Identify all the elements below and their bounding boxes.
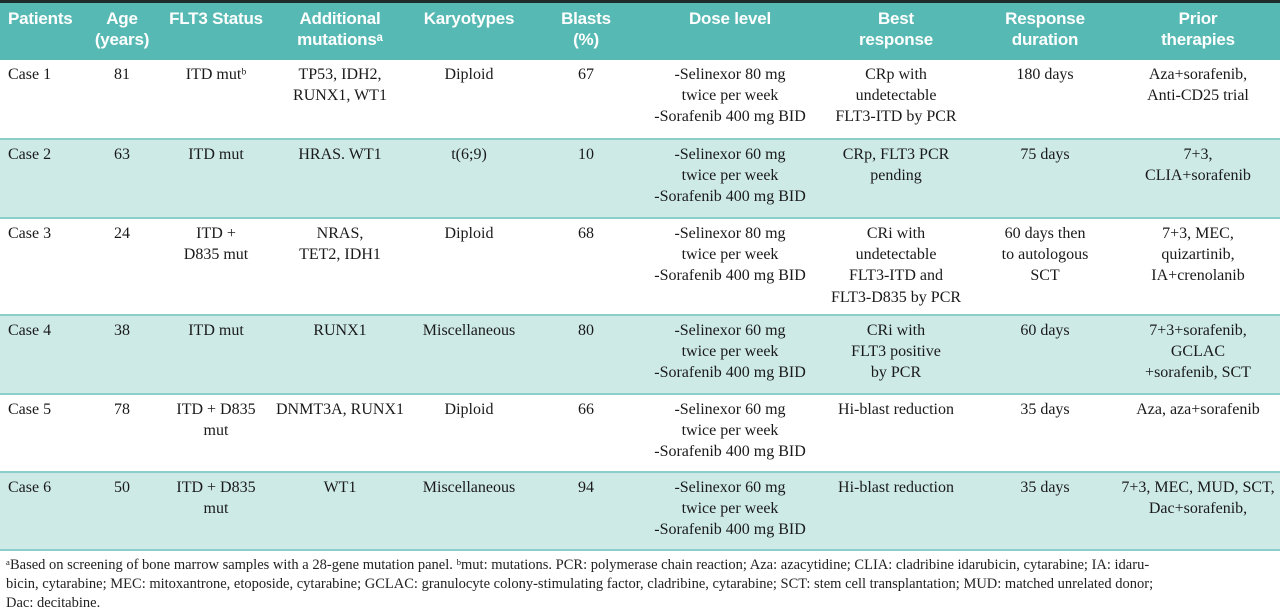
best-response-cell: CRp, FLT3 PCR pending [818, 138, 974, 219]
flt3-status-cell: ITD mutᵇ [160, 59, 272, 140]
blasts-cell: 94 [530, 471, 642, 551]
dose-level-cell: -Selinexor 60 mg twice per week -Sorafen… [642, 471, 818, 551]
age-cell: 78 [84, 393, 160, 473]
table-row: Case 4 38 ITD mut RUNX1 Miscellaneous 80 -Seli… [0, 314, 1280, 395]
age-cell: 63 [84, 138, 160, 219]
table-footnote: ᵃBased on screening of bone marrow sampl… [6, 556, 1154, 611]
additional-mutations-cell: NRAS, TET2, IDH1 [272, 217, 408, 316]
column-header-additional-mutations: Additional mutationsᵃ [272, 1, 408, 60]
patient-case-cell: Case 6 [0, 471, 84, 551]
flt3-status-cell: ITD + D835 mut [160, 471, 272, 551]
column-header-age: Age (years) [84, 1, 160, 60]
best-response-cell: Hi-blast reduction [818, 471, 974, 551]
best-response-cell: Hi-blast reduction [818, 393, 974, 473]
response-duration-cell: 35 days [974, 471, 1116, 551]
blasts-cell: 80 [530, 314, 642, 395]
column-header-dose-level: Dose level [642, 1, 818, 60]
prior-therapies-cell: Aza+sorafenib, Anti-CD25 trial [1116, 59, 1280, 140]
prior-therapies-cell: Aza, aza+sorafenib [1116, 393, 1280, 473]
flt3-status-cell: ITD mut [160, 314, 272, 395]
column-header-flt3-status: FLT3 Status [160, 1, 272, 60]
additional-mutations-cell: DNMT3A, RUNX1 [272, 393, 408, 473]
blasts-cell: 66 [530, 393, 642, 473]
karyotypes-cell: Diploid [408, 217, 530, 316]
column-header-karyotypes: Karyotypes [408, 1, 530, 60]
response-duration-cell: 75 days [974, 138, 1116, 219]
patient-case-cell: Case 1 [0, 59, 84, 140]
patient-case-cell: Case 2 [0, 138, 84, 219]
table-row: Case 3 24 ITD + D835 mut NRAS, TET2, IDH1 Di… [0, 217, 1280, 316]
prior-therapies-cell: 7+3+sorafenib, GCLAC +sorafenib, SCT [1116, 314, 1280, 395]
karyotypes-cell: Miscellaneous [408, 314, 530, 395]
table-header: Patients Age (years) FLT3 Status Additio… [0, 1, 1280, 60]
patient-case-cell: Case 4 [0, 314, 84, 395]
response-duration-cell: 35 days [974, 393, 1116, 473]
karyotypes-cell: Diploid [408, 59, 530, 140]
table-row: Case 2 63 ITD mut HRAS. WT1 t(6;9) 10 -Selinex… [0, 138, 1280, 219]
blasts-cell: 67 [530, 59, 642, 140]
response-duration-cell: 60 days [974, 314, 1116, 395]
additional-mutations-cell: RUNX1 [272, 314, 408, 395]
prior-therapies-cell: 7+3, MEC, MUD, SCT, Dac+sorafenib, [1116, 471, 1280, 551]
column-header-prior-therapies: Prior therapies [1116, 1, 1280, 60]
additional-mutations-cell: HRAS. WT1 [272, 138, 408, 219]
blasts-cell: 10 [530, 138, 642, 219]
prior-therapies-cell: 7+3, CLIA+sorafenib [1116, 138, 1280, 219]
column-header-blasts: Blasts (%) [530, 1, 642, 60]
response-duration-cell: 60 days then to autologous SCT [974, 217, 1116, 316]
response-duration-cell: 180 days [974, 59, 1116, 140]
dose-level-cell: -Selinexor 60 mg twice per week -Sorafen… [642, 393, 818, 473]
flt3-status-cell: ITD + D835 mut [160, 393, 272, 473]
karyotypes-cell: Miscellaneous [408, 471, 530, 551]
table-row: Case 5 78 ITD + D835 mut DNMT3A, RUNX1 Diplo… [0, 393, 1280, 473]
column-header-response-duration: Response duration [974, 1, 1116, 60]
dose-level-cell: -Selinexor 60 mg twice per week -Sorafen… [642, 314, 818, 395]
additional-mutations-cell: TP53, IDH2, RUNX1, WT1 [272, 59, 408, 140]
best-response-cell: CRi with undetectable FLT3-ITD and FLT3-… [818, 217, 974, 316]
table-row: Case 1 81 ITD mutᵇ TP53, IDH2, RUNX1, WT1 Di… [0, 59, 1280, 140]
additional-mutations-cell: WT1 [272, 471, 408, 551]
age-cell: 38 [84, 314, 160, 395]
blasts-cell: 68 [530, 217, 642, 316]
column-header-best-response: Best response [818, 1, 974, 60]
table-body: Case 1 81 ITD mutᵇ TP53, IDH2, RUNX1, WT1 Di… [0, 59, 1280, 551]
patient-case-cell: Case 3 [0, 217, 84, 316]
patient-case-cell: Case 5 [0, 393, 84, 473]
age-cell: 50 [84, 471, 160, 551]
dose-level-cell: -Selinexor 80 mg twice per week -Sorafen… [642, 217, 818, 316]
dose-level-cell: -Selinexor 80 mg twice per week -Sorafen… [642, 59, 818, 140]
flt3-status-cell: ITD + D835 mut [160, 217, 272, 316]
best-response-cell: CRi with FLT3 positive by PCR [818, 314, 974, 395]
patient-case-table: Patients Age (years) FLT3 Status Additio… [0, 0, 1280, 551]
flt3-status-cell: ITD mut [160, 138, 272, 219]
prior-therapies-cell: 7+3, MEC, quizartinib, IA+crenolanib [1116, 217, 1280, 316]
age-cell: 24 [84, 217, 160, 316]
karyotypes-cell: Diploid [408, 393, 530, 473]
header-row: Patients Age (years) FLT3 Status Additio… [0, 1, 1280, 60]
table-row: Case 6 50 ITD + D835 mut WT1 Miscellaneous 94… [0, 471, 1280, 551]
best-response-cell: CRp with undetectable FLT3-ITD by PCR [818, 59, 974, 140]
age-cell: 81 [84, 59, 160, 140]
dose-level-cell: -Selinexor 60 mg twice per week -Sorafen… [642, 138, 818, 219]
column-header-patients: Patients [0, 1, 84, 60]
karyotypes-cell: t(6;9) [408, 138, 530, 219]
